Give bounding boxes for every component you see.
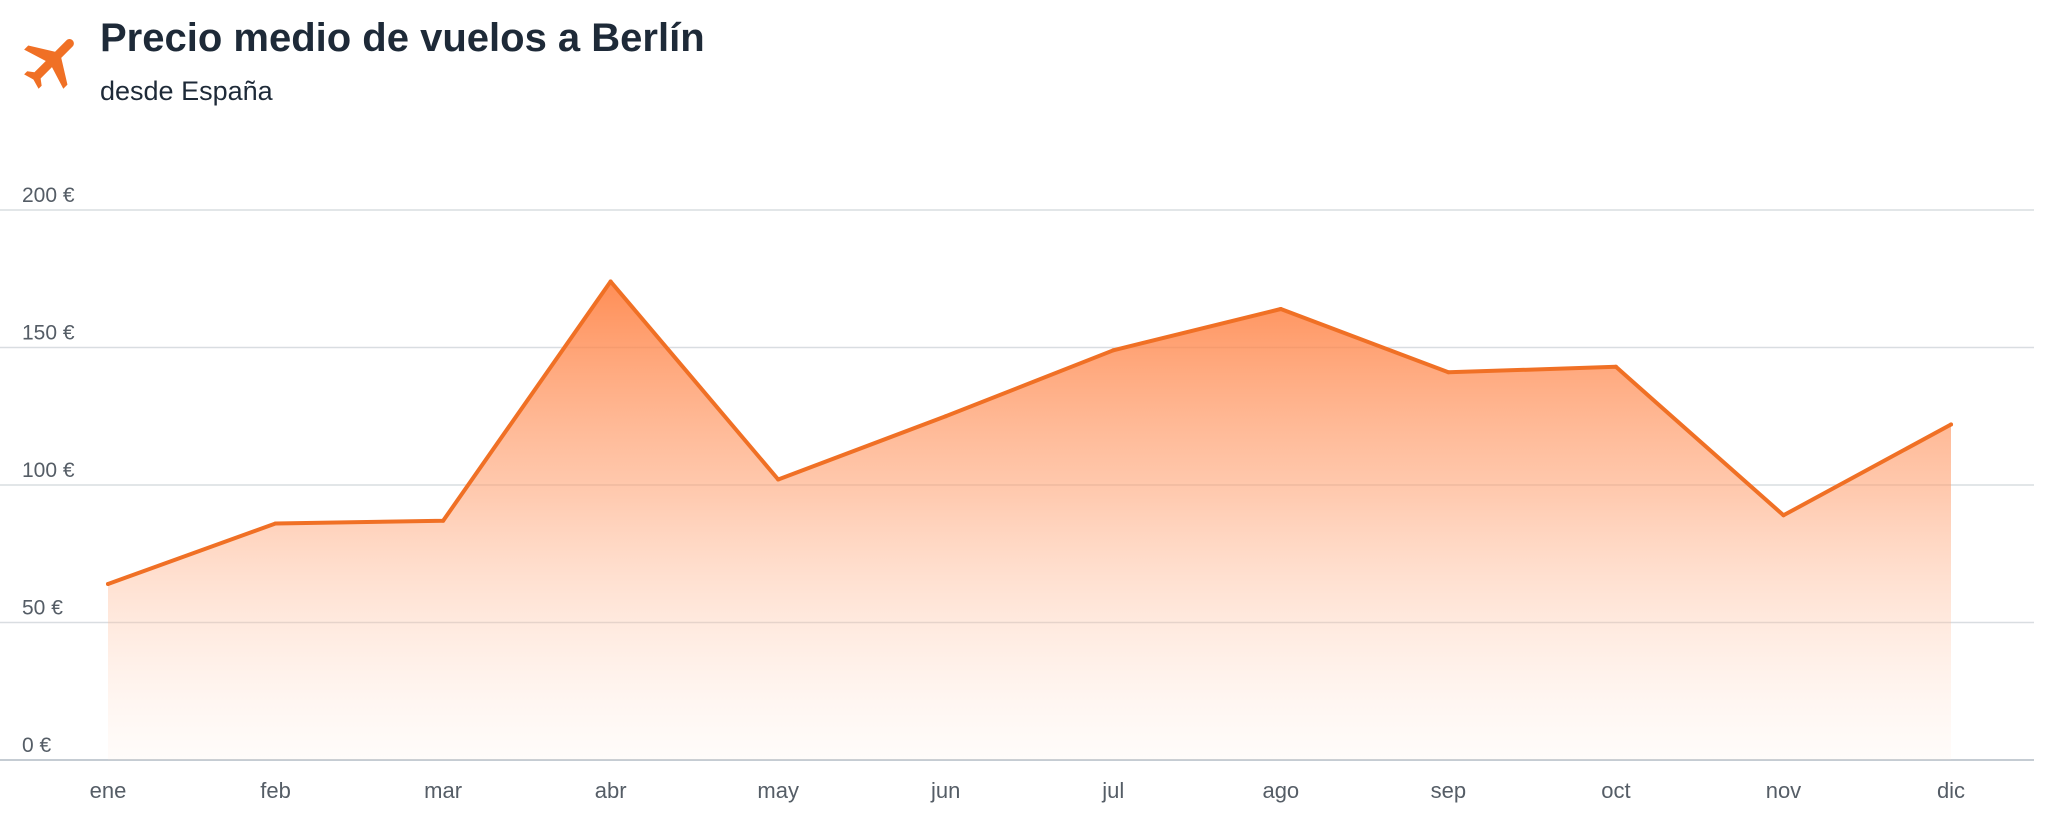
data-point-feb bbox=[273, 521, 278, 526]
price-area-fill bbox=[108, 281, 1951, 760]
data-point-jul bbox=[1111, 348, 1116, 353]
x-tick-label: ago bbox=[1262, 778, 1299, 803]
x-tick-label: abr bbox=[595, 778, 627, 803]
data-point-jun bbox=[943, 414, 948, 419]
x-tick-label: may bbox=[757, 778, 799, 803]
data-point-oct bbox=[1613, 364, 1618, 369]
price-line bbox=[106, 279, 1953, 586]
data-point-sep bbox=[1446, 370, 1451, 375]
x-tick-label: mar bbox=[424, 778, 462, 803]
x-tick-label: oct bbox=[1601, 778, 1630, 803]
chart-subtitle: desde España bbox=[100, 76, 273, 106]
y-tick-label: 50 € bbox=[22, 597, 63, 620]
y-tick-label: 150 € bbox=[22, 322, 75, 345]
y-axis-ticks: 0 € 50 € 100 € 150 € 200 € bbox=[22, 184, 75, 757]
x-tick-label: sep bbox=[1431, 778, 1466, 803]
data-point-ene bbox=[106, 582, 110, 586]
x-tick-label: ene bbox=[90, 778, 127, 803]
data-point-may bbox=[776, 477, 781, 482]
y-tick-label: 100 € bbox=[22, 459, 75, 482]
data-point-nov bbox=[1781, 513, 1786, 518]
chart-title: Precio medio de vuelos a Berlín bbox=[100, 16, 705, 60]
chart-header: Precio medio de vuelos a Berlín desde Es… bbox=[0, 0, 2048, 130]
x-tick-label: feb bbox=[260, 778, 291, 803]
x-tick-label: dic bbox=[1937, 778, 1965, 803]
data-point-dic bbox=[1949, 422, 1953, 427]
airplane-icon bbox=[24, 39, 74, 89]
x-tick-label: nov bbox=[1766, 778, 1801, 803]
area-layer bbox=[106, 279, 1953, 760]
x-tick-label: jul bbox=[1101, 778, 1124, 803]
x-tick-label: jun bbox=[930, 778, 960, 803]
data-point-ago bbox=[1278, 307, 1283, 311]
x-axis-ticks: ene feb mar abr may jun jul ago sep oct nov dic bbox=[90, 778, 1965, 803]
data-point-abr bbox=[608, 279, 613, 284]
y-tick-label: 0 € bbox=[22, 734, 52, 757]
data-point-mar bbox=[441, 518, 446, 523]
y-tick-label: 200 € bbox=[22, 184, 75, 207]
